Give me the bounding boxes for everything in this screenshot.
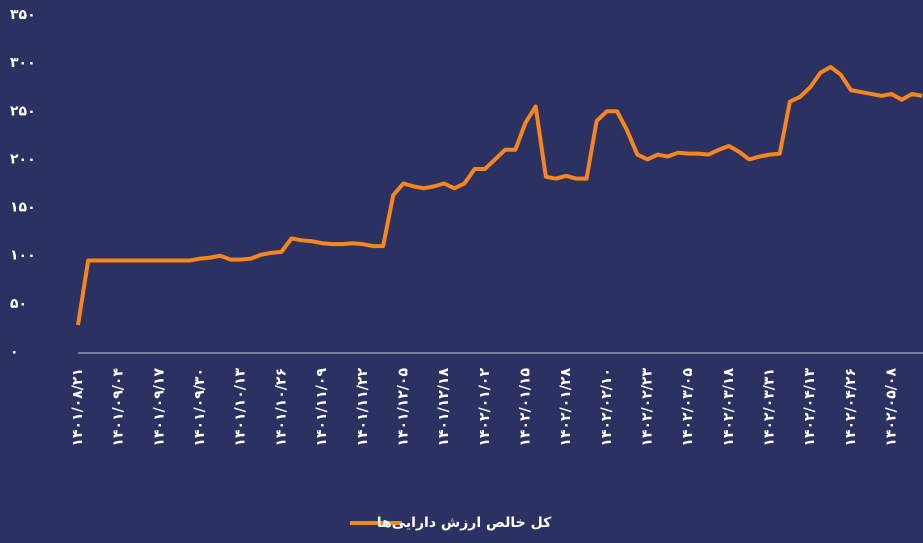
y-tick-label: ۱۰۰ [10,248,36,264]
x-tick-label: ۱۴۰۲/۰۱/۱۵ [517,368,533,447]
line [76,64,923,326]
y-tick-label: ۲۵۰ [10,103,36,119]
x-tick-label: ۱۴۰۱/۱۱/۲۲ [355,368,371,447]
x-tick-label: ۱۴۰۱/۰۹/۱۷ [151,368,167,447]
x-tick-label: ۱۴۰۲/۰۱/۰۲ [477,368,493,447]
x-tick-label: ۱۴۰۲/۰۲/۲۳ [640,368,656,447]
x-tick-label: ۱۴۰۱/۰۹/۳۰ [192,368,208,447]
x-tick-label: ۱۴۰۲/۰۲/۱۰ [599,368,615,447]
x-tick-label: ۱۴۰۲/۰۳/۳۱ [762,368,778,447]
x-tick-label: ۱۴۰۲/۰۴/۲۶ [843,368,859,447]
y-tick-label: ۲۰۰ [10,151,36,167]
x-tick-label: ۱۴۰۲/۰۱/۲۸ [558,368,574,447]
x-tick-label: ۱۴۰۲/۰۵/۰۸ [884,368,900,447]
legend-label: کل خالص ارزش دارایی‌ها [377,515,552,531]
y-tick-label: ۳۰۰ [10,55,36,71]
x-tick-label: ۱۴۰۱/۰۸/۲۱ [70,368,86,447]
x-tick-label: ۱۴۰۲/۰۳/۰۵ [680,368,696,447]
x-tick-label: ۱۴۰۲/۰۳/۱۸ [721,368,737,447]
x-tick-label: ۱۴۰۱/۱۲/۱۸ [436,368,452,447]
y-tick-label: ۳۵۰ [10,7,36,23]
x-tick-label: ۱۴۰۱/۱۰/۲۶ [273,368,289,447]
x-tick-label: ۱۴۰۲/۰۴/۱۳ [802,368,818,447]
y-tick-label: ۵۰ [10,296,27,312]
x-tick-label: ۱۴۰۱/۰۹/۰۴ [111,368,127,447]
y-tick-label: ۱۵۰ [10,200,36,216]
x-tick-label: ۱۴۰۱/۱۲/۰۵ [395,368,411,447]
y-tick-label: ۰ [10,344,19,360]
x-tick-label: ۱۴۰۱/۱۱/۰۹ [314,368,330,447]
x-tick-label: ۱۴۰۱/۱۰/۱۳ [233,368,249,447]
